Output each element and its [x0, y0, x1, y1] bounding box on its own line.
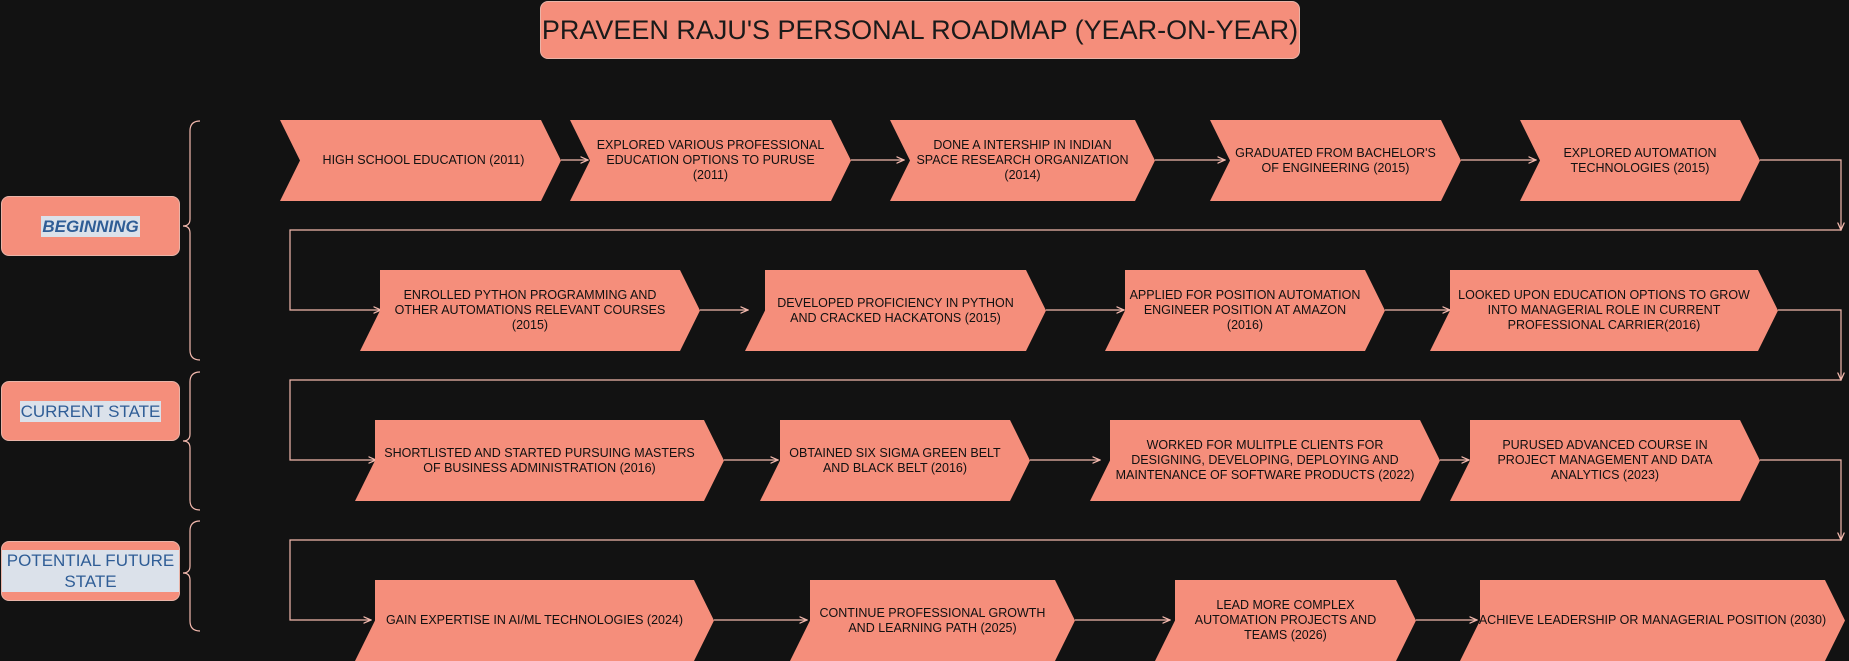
- milestone-graduated-engineering-label: GRADUATED FROM BACHELOR'S OF ENGINEERING…: [1235, 145, 1436, 175]
- brace-beginning: [182, 120, 201, 361]
- milestone-ai-ml-expertise-label: GAIN EXPERTISE IN AI/ML TECHNOLOGIES (20…: [385, 613, 684, 627]
- brace-potential-future-state: [182, 520, 201, 632]
- milestone-isro-internship: DONE A INTERSHIP IN INDIAN SPACE RESEARC…: [890, 120, 1155, 201]
- milestone-six-sigma-label: OBTAINED SIX SIGMA GREEN BELT AND BLACK …: [789, 445, 1001, 475]
- milestone-explored-education-options-label: EXPLORED VARIOUS PROFESSIONAL EDUCATION …: [596, 138, 825, 182]
- milestone-lead-projects-label: LEAD MORE COMPLEX AUTOMATION PROJECTS AN…: [1194, 598, 1377, 642]
- phase-beginning: BEGINNING: [1, 196, 180, 256]
- milestone-professional-growth: CONTINUE PROFESSIONAL GROWTH AND LEARNIN…: [790, 580, 1075, 661]
- milestone-multiple-clients-label: WORKED FOR MULITPLE CLIENTS FOR DESIGNIN…: [1115, 438, 1415, 482]
- milestone-managerial-education-label: LOOKED UPON EDUCATION OPTIONS TO GROW IN…: [1458, 288, 1750, 332]
- milestone-mba: SHORTLISTED AND STARTED PURSUING MASTERS…: [355, 420, 724, 501]
- arrow-wrap-3: [289, 539, 1841, 620]
- milestone-high-school-education-label: HIGH SCHOOL EDUCATION (2011): [322, 153, 525, 167]
- arrow-5-drop: [1760, 159, 1841, 230]
- milestone-multiple-clients: WORKED FOR MULITPLE CLIENTS FOR DESIGNIN…: [1090, 420, 1440, 501]
- page-title: PRAVEEN RAJU'S PERSONAL ROADMAP (YEAR-ON…: [540, 1, 1300, 59]
- phase-current-state: CURRENT STATE: [1, 381, 180, 441]
- milestone-explored-automation-label: EXPLORED AUTOMATION TECHNOLOGIES (2015): [1563, 145, 1717, 175]
- milestone-leadership-position: ACHIEVE LEADERSHIP OR MANAGERIAL POSITIO…: [1460, 580, 1845, 661]
- milestone-ai-ml-expertise: GAIN EXPERTISE IN AI/ML TECHNOLOGIES (20…: [355, 580, 714, 661]
- milestone-lead-projects: LEAD MORE COMPLEX AUTOMATION PROJECTS AN…: [1155, 580, 1416, 661]
- milestone-project-management-course-label: PURUSED ADVANCED COURSE IN PROJECT MANAG…: [1497, 438, 1713, 482]
- milestone-python-proficiency: DEVELOPED PROFICIENCY IN PYTHON AND CRAC…: [745, 270, 1046, 351]
- milestone-mba-label: SHORTLISTED AND STARTED PURSUING MASTERS…: [384, 445, 695, 475]
- milestone-explored-automation: EXPLORED AUTOMATION TECHNOLOGIES (2015): [1520, 120, 1760, 201]
- milestone-applied-amazon-label: APPLIED FOR POSITION AUTOMATION ENGINEER…: [1129, 288, 1361, 332]
- milestone-managerial-education: LOOKED UPON EDUCATION OPTIONS TO GROW IN…: [1430, 270, 1778, 351]
- phase-potential-future-state-label: POTENTIAL FUTURE STATE: [2, 550, 179, 592]
- phase-current-state-label: CURRENT STATE: [19, 400, 162, 422]
- milestone-enrolled-python-courses-label: ENROLLED PYTHON PROGRAMMING AND OTHER AU…: [394, 288, 666, 332]
- milestone-project-management-course: PURUSED ADVANCED COURSE IN PROJECT MANAG…: [1450, 420, 1760, 501]
- milestone-six-sigma: OBTAINED SIX SIGMA GREEN BELT AND BLACK …: [760, 420, 1030, 501]
- milestone-python-proficiency-label: DEVELOPED PROFICIENCY IN PYTHON AND CRAC…: [777, 295, 1014, 325]
- arrow-wrap-1: [289, 229, 1841, 310]
- milestone-leadership-position-label: ACHIEVE LEADERSHIP OR MANAGERIAL POSITIO…: [1478, 613, 1827, 627]
- milestone-graduated-engineering: GRADUATED FROM BACHELOR'S OF ENGINEERING…: [1210, 120, 1461, 201]
- arrow-13-drop: [1760, 459, 1841, 540]
- phase-beginning-label: BEGINNING: [41, 215, 140, 237]
- brace-current-state: [182, 371, 201, 511]
- arrow-wrap-2: [289, 379, 1841, 460]
- milestone-isro-internship-label: DONE A INTERSHIP IN INDIAN SPACE RESEARC…: [916, 138, 1129, 182]
- milestone-applied-amazon: APPLIED FOR POSITION AUTOMATION ENGINEER…: [1105, 270, 1385, 351]
- milestone-explored-education-options: EXPLORED VARIOUS PROFESSIONAL EDUCATION …: [570, 120, 851, 201]
- phase-potential-future-state: POTENTIAL FUTURE STATE: [1, 541, 180, 601]
- arrow-9-drop: [1778, 309, 1841, 380]
- milestone-enrolled-python-courses: ENROLLED PYTHON PROGRAMMING AND OTHER AU…: [360, 270, 700, 351]
- milestone-high-school-education: HIGH SCHOOL EDUCATION (2011): [280, 120, 561, 201]
- milestone-professional-growth-label: CONTINUE PROFESSIONAL GROWTH AND LEARNIN…: [819, 605, 1046, 635]
